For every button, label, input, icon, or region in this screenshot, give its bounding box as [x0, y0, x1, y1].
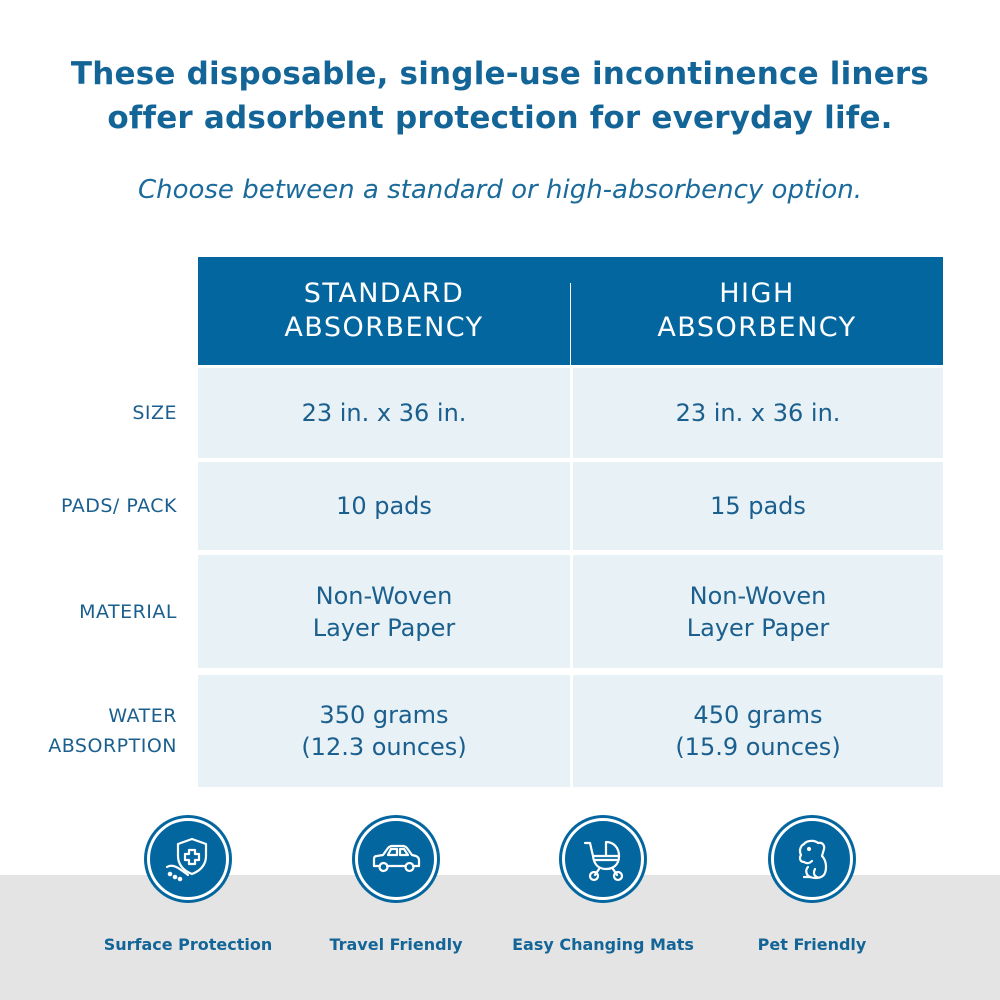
row-divider — [570, 368, 573, 458]
feature-label: Surface Protection — [103, 935, 273, 954]
row-label-size: SIZE — [132, 368, 177, 458]
row-label-text-line-1: WATER — [108, 705, 177, 727]
cell-text: 23 in. x 36 in. — [301, 399, 467, 427]
feature-label: Pet Friendly — [757, 935, 867, 954]
cell-text: 15 pads — [710, 492, 806, 520]
table-row-pads-pack: 10 pads 15 pads — [198, 462, 943, 550]
row-divider — [570, 675, 573, 787]
dog-icon — [771, 818, 853, 900]
row-label-material: MATERIAL — [79, 555, 177, 668]
comparison-table-header: STANDARD ABSORBENCY HIGH ABSORBENCY — [198, 257, 943, 365]
row-label-text: MATERIAL — [79, 600, 177, 623]
headline-line-2: offer adsorbent protection for everyday … — [107, 100, 893, 136]
row-label-text: SIZE — [132, 402, 177, 424]
cell-text-line-2: Layer Paper — [686, 613, 830, 642]
feature-label: Travel Friendly — [329, 935, 463, 954]
cell-standard-size: 23 in. x 36 in. — [198, 368, 570, 458]
cell-text: 10 pads — [336, 492, 432, 520]
headline: These disposable, single-use incontinenc… — [0, 52, 1000, 140]
cell-text-line-2: (15.9 ounces) — [675, 733, 841, 761]
cell-text-line-2: Layer Paper — [312, 613, 456, 642]
bottom-gray-band — [0, 875, 1000, 1000]
feature-travel-friendly: Travel Friendly — [291, 815, 501, 954]
column-header-standard: STANDARD ABSORBENCY — [198, 257, 570, 365]
cell-text: 23 in. x 36 in. — [675, 399, 841, 427]
row-label-water-absorption: WATER ABSORPTION — [48, 675, 177, 787]
cell-high-size: 23 in. x 36 in. — [573, 368, 943, 458]
column-header-high-line-1: HIGH — [719, 278, 795, 309]
car-icon — [355, 818, 437, 900]
column-header-high: HIGH ABSORBENCY — [571, 257, 943, 365]
column-header-standard-line-2: ABSORBENCY — [284, 312, 484, 343]
row-label-pads-pack: PADS/ PACK — [61, 462, 177, 550]
cell-text-line-1: Non-Woven — [689, 581, 827, 610]
cell-high-pads-pack: 15 pads — [573, 462, 943, 550]
column-header-high-line-2: ABSORBENCY — [657, 312, 857, 343]
feature-pet-friendly: Pet Friendly — [707, 815, 917, 954]
feature-easy-changing-mats: Easy Changing Mats — [498, 815, 708, 954]
row-label-text-line-2: ABSORPTION — [48, 735, 177, 757]
feature-surface-protection: Surface Protection — [83, 815, 293, 954]
cell-standard-water-absorption: 350 grams (12.3 ounces) — [198, 675, 570, 787]
cell-standard-material: Non-Woven Layer Paper — [198, 555, 570, 668]
cell-high-water-absorption: 450 grams (15.9 ounces) — [573, 675, 943, 787]
row-divider — [570, 555, 573, 668]
headline-line-1: These disposable, single-use incontinenc… — [70, 56, 930, 92]
subheadline: Choose between a standard or high-absorb… — [137, 175, 863, 205]
stroller-icon — [562, 818, 644, 900]
cell-high-material: Non-Woven Layer Paper — [573, 555, 943, 668]
table-row-water-absorption: 350 grams (12.3 ounces) 450 grams (15.9 … — [198, 675, 943, 787]
cell-text-line-1: Non-Woven — [315, 581, 453, 610]
table-row-material: Non-Woven Layer Paper Non-Woven Layer Pa… — [198, 555, 943, 668]
cell-text-line-1: 450 grams — [693, 701, 823, 729]
cell-text-line-1: 350 grams — [319, 701, 449, 729]
shield-cross-icon — [147, 818, 229, 900]
table-row-size: 23 in. x 36 in. 23 in. x 36 in. — [198, 368, 943, 458]
column-header-standard-line-1: STANDARD — [303, 278, 465, 309]
row-divider — [570, 462, 573, 550]
cell-text-line-2: (12.3 ounces) — [301, 733, 467, 761]
cell-standard-pads-pack: 10 pads — [198, 462, 570, 550]
feature-label: Easy Changing Mats — [512, 935, 694, 954]
header-divider — [570, 283, 571, 365]
row-label-text: PADS/ PACK — [60, 495, 177, 517]
